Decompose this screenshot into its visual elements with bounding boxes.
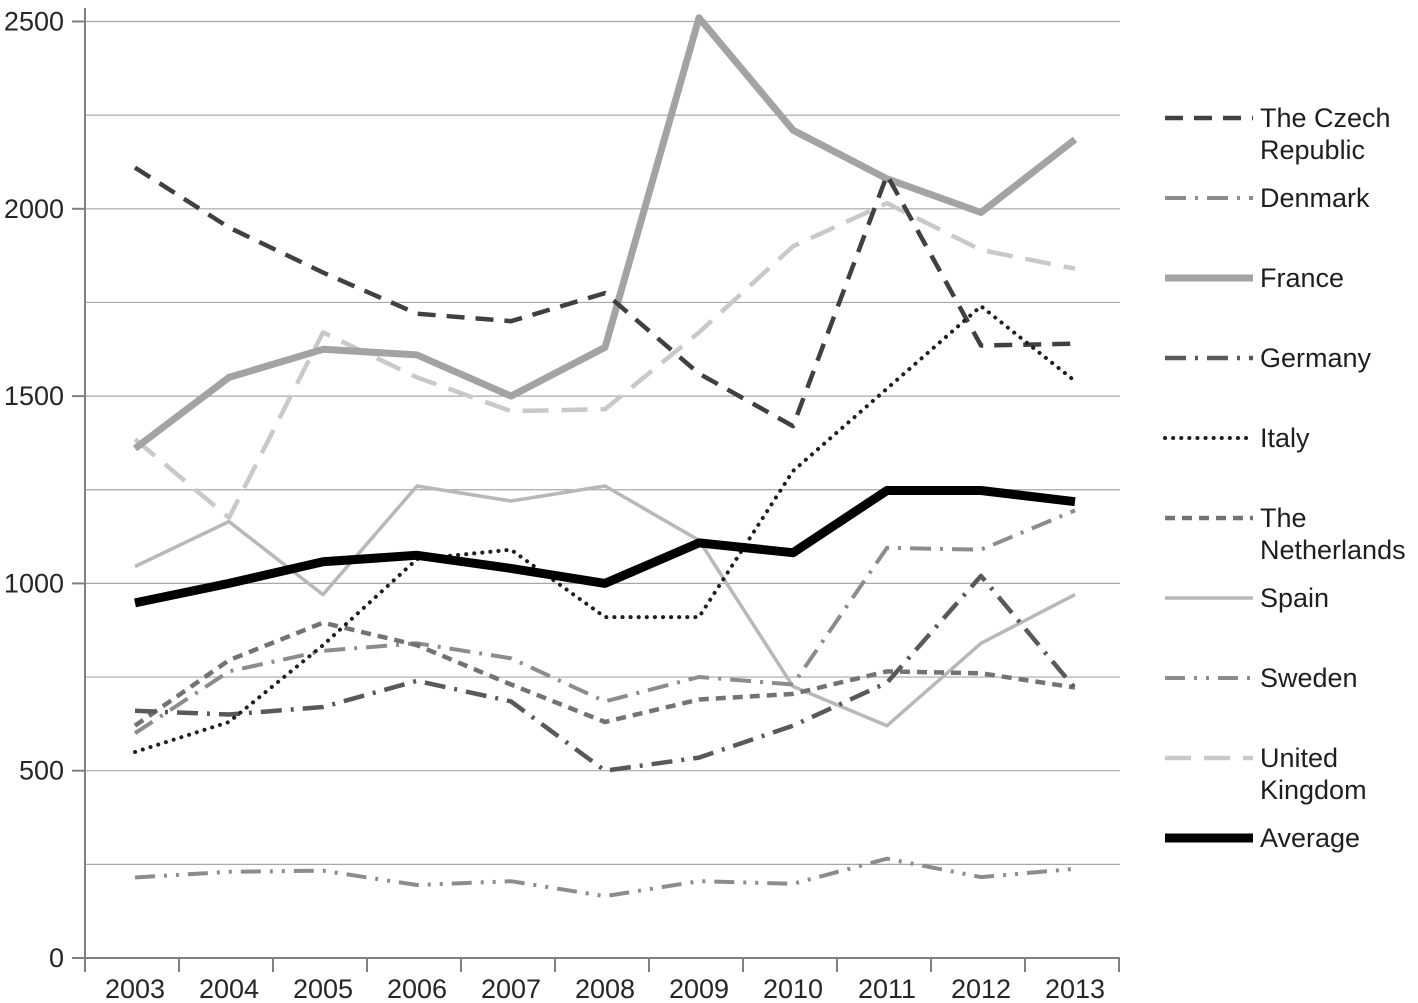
series-line-average [134, 486, 1076, 608]
x-axis-tick-label: 2008 [575, 974, 635, 1003]
x-axis-tick-label: 2009 [669, 974, 729, 1003]
legend-line-sample-icon [1165, 274, 1253, 282]
legend-label: United Kingdom [1260, 743, 1367, 805]
legend-label: France [1260, 263, 1345, 293]
y-axis-tick-label: 500 [19, 756, 64, 786]
x-axis-tick-label: 2007 [481, 974, 541, 1003]
y-axis-tick-label: 1000 [4, 568, 64, 598]
x-axis-tick-label: 2003 [105, 974, 165, 1003]
x-axis-tick-label: 2012 [951, 974, 1011, 1003]
legend-line-sample-icon [1165, 515, 1253, 521]
series-line-spain [134, 484, 1076, 728]
legend-label: The Czech Republic [1260, 103, 1391, 165]
legend-item-the-netherlands: The Netherlands [1163, 502, 1418, 582]
legend-label: The Netherlands [1260, 503, 1406, 565]
legend-line-sample-icon [1165, 196, 1253, 200]
series-line-germany [134, 573, 1077, 773]
legend-item-germany: Germany [1163, 342, 1418, 422]
legend-item-the-czech-republic: The Czech Republic [1163, 102, 1418, 182]
legend-label: Sweden [1260, 663, 1358, 693]
legend-item-denmark: Denmark [1163, 182, 1418, 262]
y-axis-tick-label: 0 [49, 943, 64, 973]
legend-item-united-kingdom: United Kingdom [1163, 742, 1418, 822]
chart-legend: The Czech Republic Denmark France Germany It… [1163, 102, 1418, 902]
x-axis-tick-label: 2013 [1045, 974, 1105, 1003]
x-axis-tick-label: 2006 [387, 974, 447, 1003]
legend-label: Germany [1260, 343, 1372, 373]
legend-item-spain: Spain [1163, 582, 1418, 662]
series-line-united-kingdom [133, 200, 1076, 521]
legend-label: Denmark [1260, 183, 1370, 213]
x-axis-tick-label: 2010 [763, 974, 823, 1003]
series-line-the-netherlands [133, 620, 1076, 728]
legend-item-france: France [1163, 262, 1418, 342]
x-axis-tick-label: 2011 [858, 974, 916, 1003]
legend-item-italy: Italy [1163, 422, 1418, 502]
x-axis-tick-label: 2004 [199, 974, 259, 1003]
legend-label: Spain [1260, 583, 1330, 613]
legend-line-sample-icon [1165, 755, 1253, 761]
legend-item-sweden: Sweden [1163, 662, 1418, 742]
series-line-italy [133, 304, 1077, 754]
y-axis-tick-label: 1500 [4, 381, 64, 411]
legend-item-average: Average [1163, 822, 1418, 902]
series-line-the-czech-republic [133, 165, 1076, 429]
legend-label: Average [1260, 823, 1361, 853]
legend-line-sample-icon [1165, 833, 1253, 843]
legend-line-sample-icon [1165, 355, 1253, 361]
y-axis-tick-label: 2000 [4, 194, 64, 224]
legend-label: Italy [1260, 423, 1310, 453]
x-axis-tick-label: 2005 [293, 974, 353, 1003]
legend-line-sample-icon [1165, 676, 1253, 680]
y-axis-tick-label: 2500 [4, 7, 64, 37]
series-line-france [132, 14, 1078, 452]
legend-line-sample-icon [1163, 436, 1255, 440]
series-line-denmark [133, 508, 1076, 735]
legend-line-sample-icon [1165, 115, 1253, 121]
legend-line-sample-icon [1165, 596, 1253, 600]
